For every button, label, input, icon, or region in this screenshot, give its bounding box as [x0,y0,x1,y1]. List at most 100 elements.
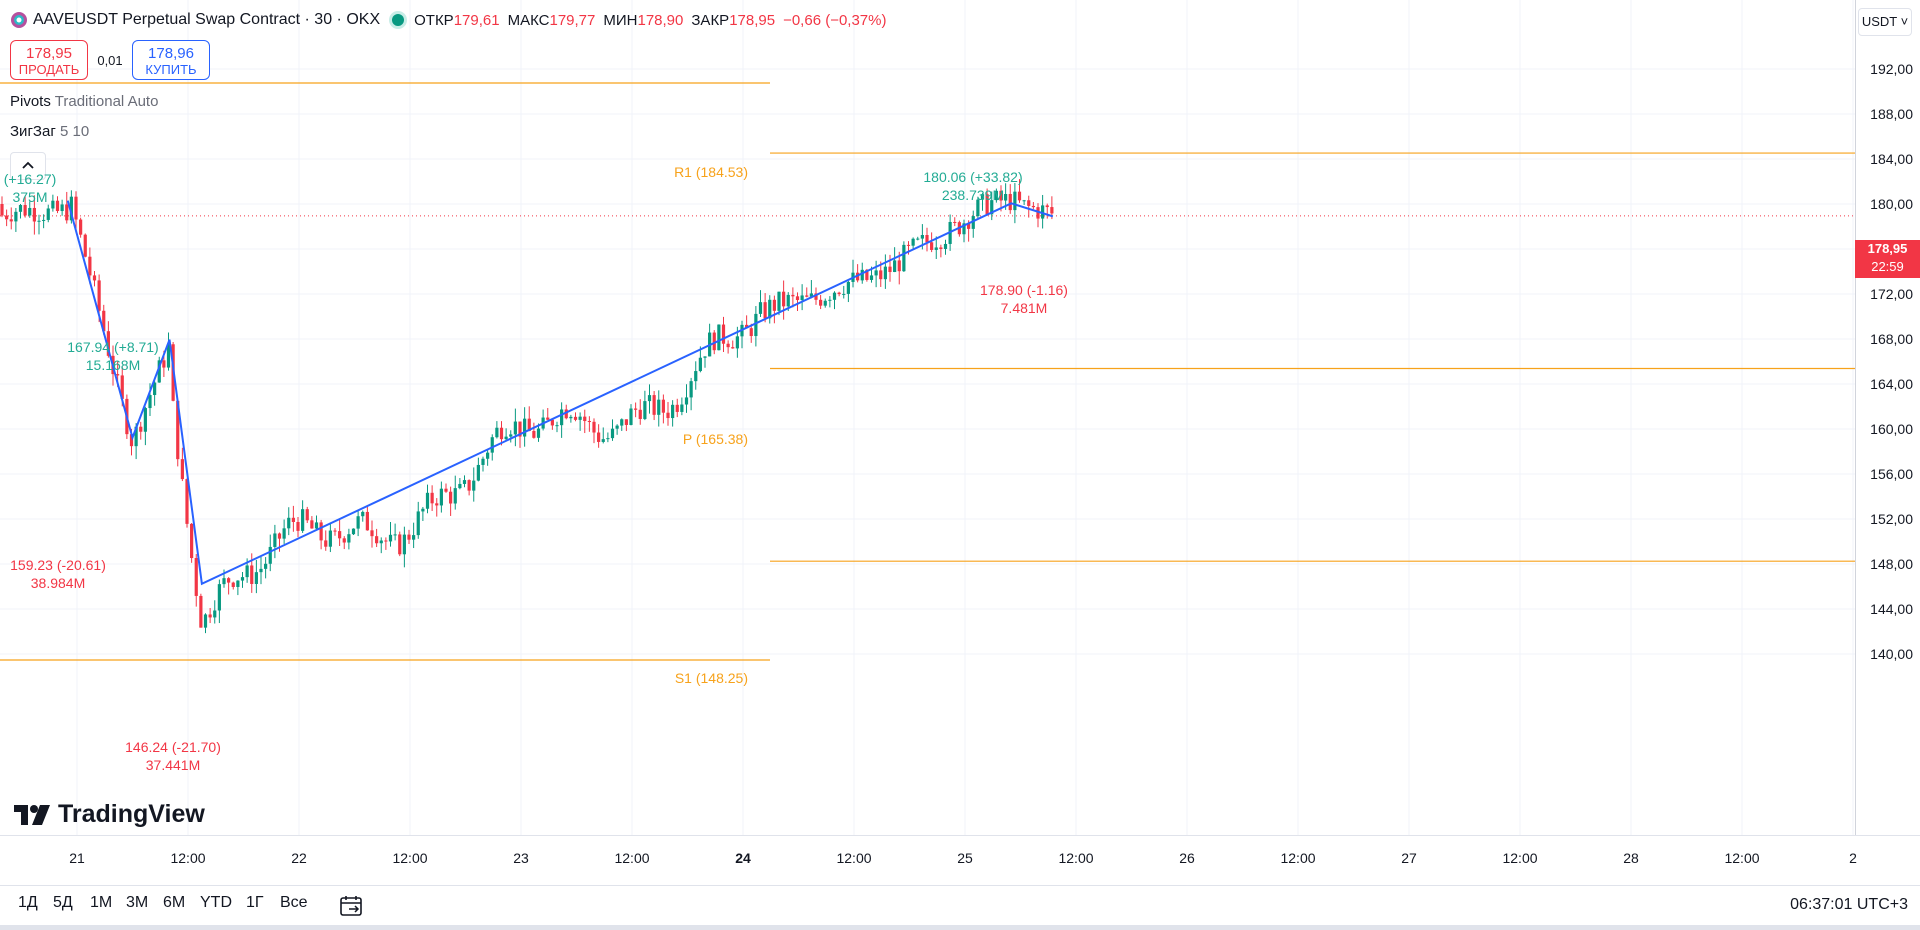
candle-body [310,520,314,529]
candle-body [0,204,4,216]
candle-body [14,211,18,222]
candle-body [615,425,619,429]
candle-body [990,200,994,215]
candle-body [69,196,73,221]
buy-button[interactable]: 178,96 КУПИТЬ [132,40,210,80]
time-axis[interactable]: 21 12:00 22 12:00 23 12:00 24 12:00 25 12:00 26 12:… [0,835,1920,886]
last-price-value: 178,95 [1867,241,1908,256]
candle-body [800,295,804,301]
candle-body [1031,205,1035,208]
chart-pane[interactable] [0,0,1855,835]
candle-body [758,302,763,314]
candle-body [490,437,494,453]
range-button[interactable]: Все [280,894,308,911]
candle-body [347,534,351,543]
candle-body [610,428,615,439]
candle-body [546,417,550,420]
candle-body [846,281,850,294]
clock-timezone[interactable]: 06:37:01 UTC+3 [1790,896,1908,913]
range-button[interactable]: 1Г [246,894,264,911]
sell-button[interactable]: 178,95 ПРОДАТЬ [10,40,88,80]
candle-body [620,419,624,426]
candle-body [439,488,443,506]
candle-body [962,223,966,235]
candle-body [504,436,508,440]
symbol-title[interactable]: AAVEUSDT Perpetual Swap Contract · 30 · … [33,11,381,28]
candle-body [338,531,342,539]
bottom-strip [0,925,1920,930]
candle-body [486,452,490,459]
collapse-legend-button[interactable] [10,152,46,180]
range-button[interactable]: YTD [200,894,232,911]
currency-selector[interactable]: USDT ˅ [1858,8,1912,36]
range-button[interactable]: 5Д [53,894,73,911]
candle-body [967,223,971,229]
range-button[interactable]: 1Д [18,894,38,911]
candle-body [296,521,300,531]
candle-body [698,357,702,372]
low-value: 178,90 [637,11,684,29]
candle-body [231,582,235,587]
candle-body [273,533,277,547]
trade-panel: 178,95 ПРОДАТЬ 0,01 178,96 КУПИТЬ [10,40,210,80]
zigzag-line [66,200,1054,586]
candle-body [573,416,578,420]
candle-body [606,438,610,440]
candle-body [754,313,758,337]
market-status-icon[interactable] [392,14,405,26]
time-tick-label: 12:00 [1280,850,1316,866]
price-scale[interactable]: 192,00188,00184,00180,00176,00172,00168,… [1855,0,1920,835]
pivots-legend[interactable]: Pivots Traditional Auto [10,93,158,110]
tradingview-logo[interactable]: TradingView [14,800,205,829]
candle-body [763,302,767,319]
range-button[interactable]: 3М [126,894,149,911]
sell-price: 178,95 [26,45,72,62]
time-tick-label: 21 [69,850,85,866]
candle-body [51,200,55,209]
candle-body [476,464,480,481]
open-value: 179,61 [453,11,500,29]
candle-body [180,459,184,480]
time-tick-label: 12:00 [392,850,428,866]
zigzag-legend[interactable]: ЗигЗаг 5 10 [10,123,89,140]
candle-body [213,610,217,618]
candle-body [9,219,13,222]
price-chart[interactable] [0,0,1855,835]
candle-body [694,371,698,382]
range-button[interactable]: 6М [163,894,186,911]
candle-body [319,522,323,541]
time-tick-label: 12:00 [170,850,206,866]
candle-body [647,395,652,402]
time-tick-label: 24 [735,850,751,866]
buy-label: КУПИТЬ [145,62,197,77]
time-tick-label: 12:00 [836,850,872,866]
candle-body [971,216,975,229]
candle-body [301,509,305,531]
candle-body [657,399,661,415]
candle-body [777,291,781,311]
price-tick-label: 180,00 [1870,196,1913,212]
candle-body [444,488,448,492]
candle-body [194,558,198,596]
candle-body [361,511,365,517]
candle-body [782,291,786,307]
time-tick-label: 12:00 [614,850,650,866]
price-tick-label: 168,00 [1870,331,1913,347]
calendar-goto-date-icon[interactable] [338,894,364,918]
candle-body [351,528,356,535]
candle-body [925,234,929,243]
candle-body [721,324,726,344]
candle-body [1008,193,1012,211]
tradingview-wordmark: TradingView [58,800,205,828]
range-button[interactable]: 1М [90,894,113,911]
tradingview-icon [14,804,50,825]
zigzag-label: 159.23 (-20.61) 38.984M [10,557,106,591]
bar-countdown: 22:59 [1871,259,1904,274]
candle-body [166,344,171,368]
candle-body [920,234,924,239]
candle-body [689,381,693,398]
candle-body [28,207,32,216]
candle-body [555,425,559,427]
candle-body [129,434,134,447]
candle-body [976,199,980,217]
